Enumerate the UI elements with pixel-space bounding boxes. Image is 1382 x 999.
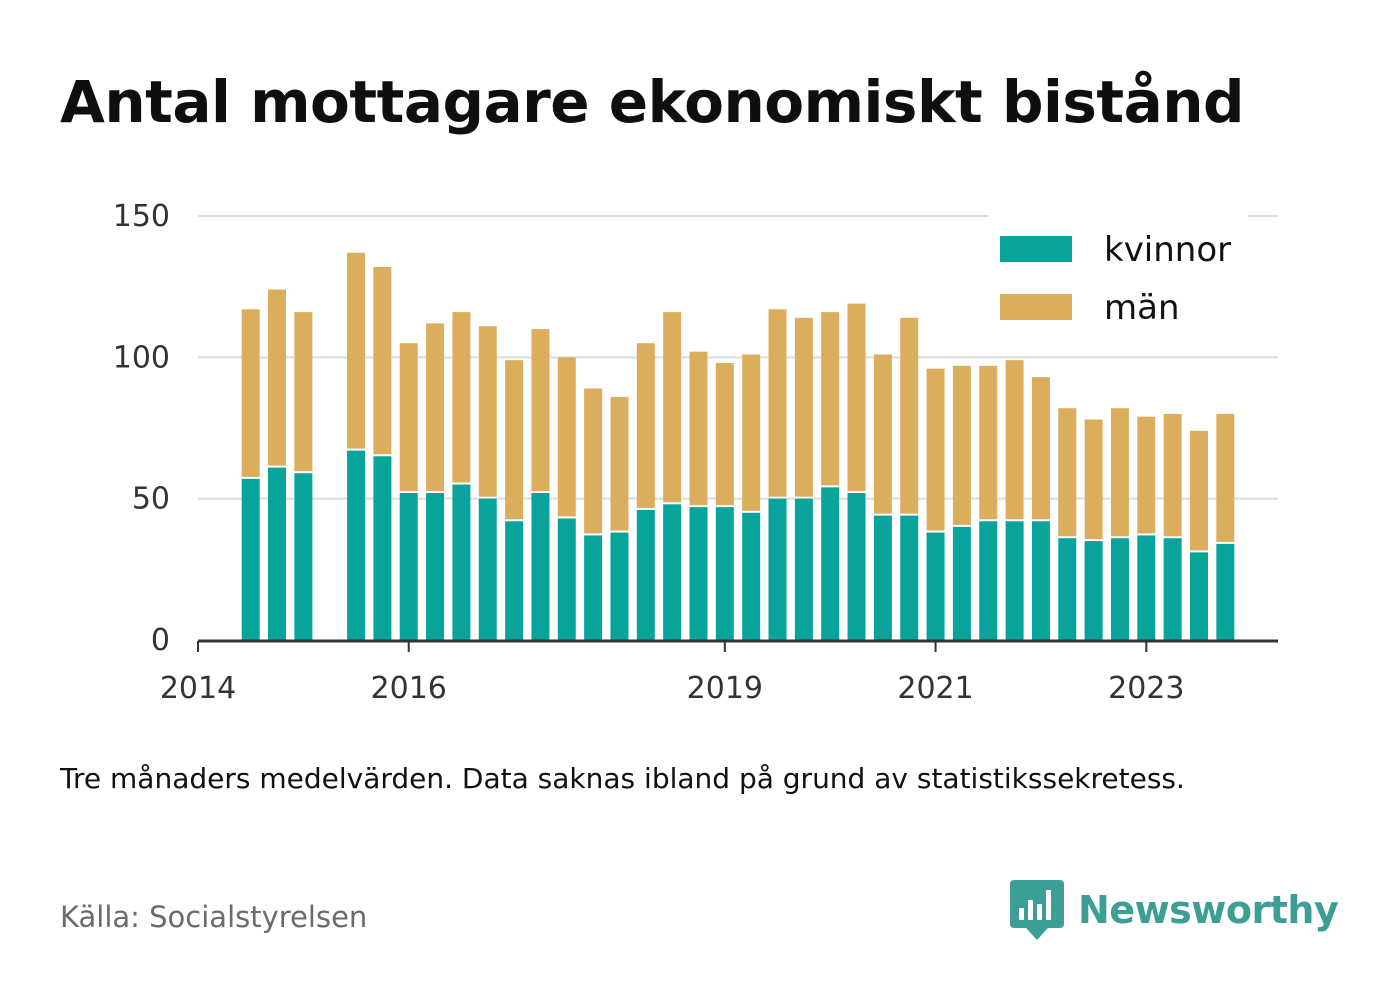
legend: kvinnor män <box>988 215 1248 337</box>
chart-note: Tre månaders medelvärden. Data saknas ib… <box>60 762 1185 795</box>
bar-man <box>715 362 734 506</box>
bar-kvinnor <box>663 504 682 640</box>
bar-kvinnor <box>873 515 892 640</box>
bar-man <box>1084 419 1103 540</box>
legend-swatch <box>1000 236 1072 262</box>
legend-label: män <box>1104 288 1180 328</box>
bar-kvinnor <box>426 493 445 640</box>
bar-kvinnor <box>1163 538 1182 640</box>
y-tick-label: 150 <box>113 199 170 234</box>
bar-man <box>294 312 313 472</box>
x-tick-label: 2023 <box>1108 671 1184 706</box>
bar-kvinnor <box>1110 538 1129 640</box>
bar-man <box>1189 430 1208 551</box>
x-tick-label: 2019 <box>687 671 763 706</box>
source-credit: Källa: Socialstyrelsen <box>60 900 368 934</box>
bar-man <box>584 388 603 534</box>
bar-kvinnor <box>636 509 655 640</box>
bar-kvinnor <box>584 535 603 640</box>
bar-kvinnor <box>268 467 287 640</box>
bar-kvinnor <box>241 478 260 640</box>
bar-chart: 0 50 100 150 2014 2016 2019 2021 2023 kvinnor mä… <box>113 199 1278 706</box>
bar-man <box>952 365 971 525</box>
bar-kvinnor <box>478 498 497 640</box>
bar-man <box>452 312 471 483</box>
x-axis-ticks: 2014 2016 2019 2021 2023 <box>160 641 1184 706</box>
bar-man <box>1031 377 1050 520</box>
bar-kvinnor <box>952 526 971 640</box>
bar-kvinnor <box>768 498 787 640</box>
bar-man <box>557 357 576 517</box>
x-tick-label: 2014 <box>160 671 236 706</box>
y-tick-label: 0 <box>151 623 170 658</box>
bar-man <box>900 317 919 514</box>
y-tick-label: 100 <box>113 340 170 375</box>
bar-man <box>426 323 445 492</box>
bar-kvinnor <box>821 487 840 640</box>
y-tick-label: 50 <box>132 482 170 517</box>
bar-man <box>373 266 392 455</box>
bar-man <box>1216 413 1235 542</box>
bar-kvinnor <box>794 498 813 640</box>
bar-kvinnor <box>373 456 392 640</box>
bar-man <box>1005 360 1024 520</box>
bar-kvinnor <box>926 532 945 640</box>
bar-kvinnor <box>1084 541 1103 640</box>
legend-label: kvinnor <box>1104 230 1231 270</box>
brand-name: Newsworthy <box>1078 888 1339 932</box>
bar-man <box>347 252 366 449</box>
bar-man <box>1137 416 1156 534</box>
bar-kvinnor <box>452 484 471 640</box>
bar-man <box>531 329 550 492</box>
bar-kvinnor <box>689 507 708 640</box>
bar-kvinnor <box>715 507 734 640</box>
bar-man <box>268 289 287 466</box>
bar-kvinnor <box>399 493 418 640</box>
bar-kvinnor <box>1005 521 1024 640</box>
bar-kvinnor <box>1137 535 1156 640</box>
bar-man <box>979 365 998 520</box>
bars <box>241 252 1235 640</box>
bar-man <box>742 354 761 511</box>
bar-kvinnor <box>847 493 866 640</box>
bar-kvinnor <box>1216 543 1235 640</box>
bar-kvinnor <box>557 518 576 640</box>
bar-man <box>689 351 708 506</box>
bar-kvinnor <box>610 532 629 640</box>
bar-man <box>663 312 682 503</box>
bar-kvinnor <box>1189 552 1208 640</box>
bar-man <box>926 368 945 531</box>
bar-kvinnor <box>1058 538 1077 640</box>
x-tick-label: 2021 <box>897 671 973 706</box>
bar-man <box>794 317 813 497</box>
bar-kvinnor <box>531 493 550 640</box>
bar-man <box>821 312 840 486</box>
bar-man <box>399 343 418 492</box>
bar-man <box>1058 408 1077 537</box>
bar-kvinnor <box>294 473 313 640</box>
chart-title: Antal mottagare ekonomiskt bistånd <box>60 68 1245 136</box>
bar-kvinnor <box>979 521 998 640</box>
bar-man <box>873 354 892 514</box>
bar-kvinnor <box>1031 521 1050 640</box>
bar-man <box>610 396 629 531</box>
bar-man <box>1163 413 1182 537</box>
bar-man <box>636 343 655 508</box>
bar-man <box>505 360 524 520</box>
bar-kvinnor <box>347 450 366 640</box>
bar-kvinnor <box>505 521 524 640</box>
newsworthy-logo-icon <box>1010 880 1064 940</box>
bar-man <box>1110 408 1129 537</box>
x-tick-label: 2016 <box>371 671 447 706</box>
bar-man <box>241 309 260 477</box>
bar-man <box>768 309 787 497</box>
y-axis-ticks: 0 50 100 150 <box>113 199 170 658</box>
bar-kvinnor <box>742 512 761 640</box>
legend-swatch <box>1000 294 1072 320</box>
bar-man <box>478 326 497 497</box>
brand-logo: Newsworthy <box>1010 878 1339 942</box>
bar-kvinnor <box>900 515 919 640</box>
bar-man <box>847 303 866 492</box>
